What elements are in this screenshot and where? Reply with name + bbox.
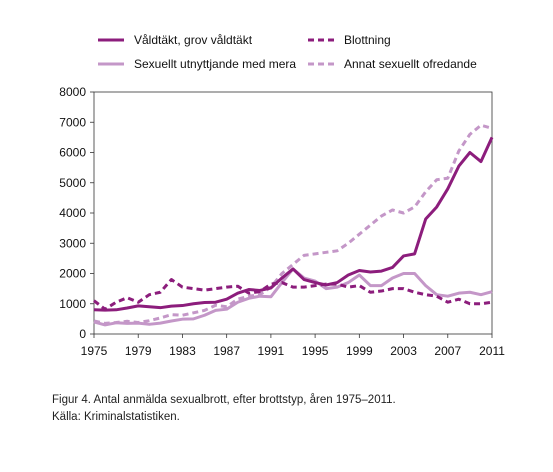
legend-label-1: Blottning (344, 33, 391, 47)
y-tick-label: 3000 (59, 236, 86, 250)
x-tick-label: 2011 (479, 344, 505, 358)
x-tick-label: 1995 (302, 344, 329, 358)
legend: Våldtäkt, grov våldtäkt Blottning Sexuellt… (98, 33, 477, 71)
legend-label-2: Sexuellt utnyttjande med mera (134, 57, 296, 71)
source-note: Källa: Kriminalstatistiken. (52, 411, 180, 423)
legend-label-3: Annat sexuellt ofredande (344, 57, 477, 71)
axis-ticks: 0 1000 2000 3000 4000 5000 6000 7000 8000 1975 197… (59, 85, 505, 358)
x-tick-label: 1999 (346, 344, 373, 358)
y-tick-label: 6000 (59, 146, 86, 160)
x-tick-label: 1979 (125, 344, 152, 358)
series-line-0 (93, 136, 494, 312)
x-tick-label: 2003 (390, 344, 417, 358)
y-tick-label: 2000 (59, 267, 86, 281)
y-tick-label: 4000 (59, 206, 86, 220)
series-line-1 (93, 278, 493, 311)
y-tick-label: 8000 (59, 85, 86, 99)
series-layer (93, 123, 494, 327)
x-tick-label: 1991 (258, 344, 285, 358)
series-line-3 (93, 123, 493, 325)
figure-caption: Figur 4. Antal anmälda sexualbrott, efte… (52, 394, 396, 406)
y-tick-label: 5000 (59, 176, 86, 190)
x-tick-label: 2007 (434, 344, 461, 358)
y-tick-label: 1000 (59, 297, 86, 311)
y-tick-label: 7000 (59, 115, 86, 129)
x-tick-label: 1975 (81, 344, 108, 358)
legend-label-0: Våldtäkt, grov våldtäkt (134, 33, 253, 47)
y-tick-label: 0 (79, 327, 86, 341)
x-tick-label: 1987 (213, 344, 240, 358)
x-tick-label: 1983 (169, 344, 196, 358)
